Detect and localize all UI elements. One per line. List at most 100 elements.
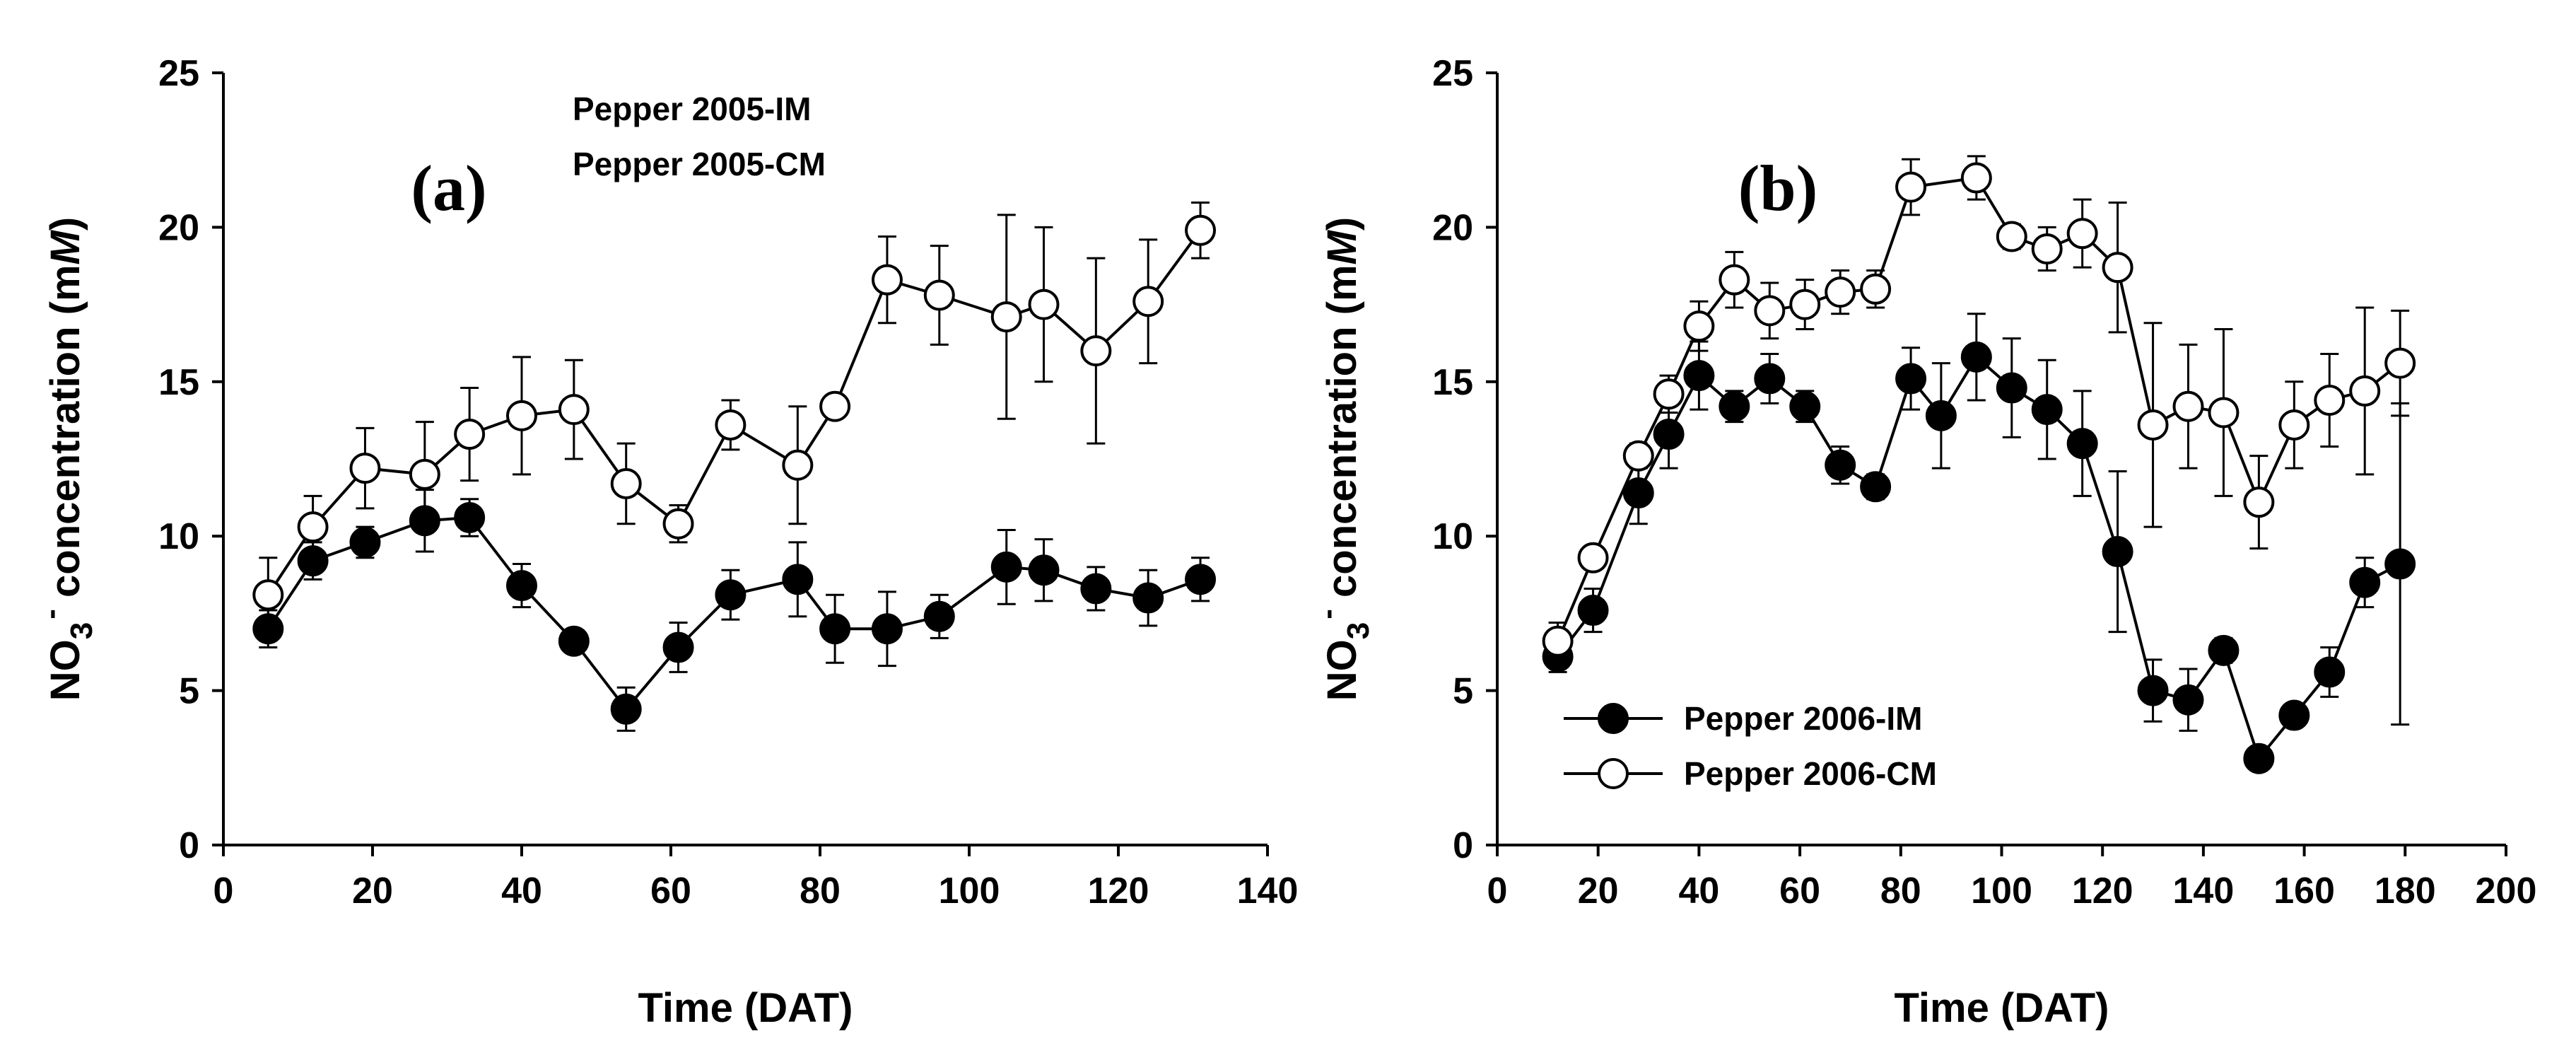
panel-a-series-cm [252, 201, 1217, 634]
panel-b-y-tick-label: 15 [1432, 362, 1473, 403]
panel-a-y-tick-label: 20 [158, 207, 199, 248]
panel-a-series-cm-point [1132, 286, 1164, 318]
panel-b-chart: 0 5 10 15 20 25 0 20 40 60 80 100 120 140 160 180 200 Tim… [1310, 53, 2536, 1031]
panel-b-series-cm-point [2384, 347, 2416, 379]
panel-b-series-cm-point [1895, 171, 1927, 203]
panel-a-series-im-point [1185, 564, 1217, 595]
panel-a-x-tick-label: 0 [213, 870, 234, 912]
panel-a-series-cm-point [715, 409, 747, 441]
panel-b-series-cm-point [1719, 264, 1750, 296]
panel-a-series-cm-point [923, 279, 955, 311]
panel-b-y-tick-label: 25 [1432, 53, 1473, 94]
panel-a-series-im-point [349, 526, 381, 558]
panel-b-series-cm-legend-marker [1598, 758, 1629, 789]
panel-b-series-im-point [2066, 428, 2098, 460]
panel-b-x-tick-label: 140 [2173, 870, 2235, 912]
panel-b-series-im-point [2102, 536, 2133, 568]
panel-b-y-tick-label: 0 [1453, 825, 1473, 866]
panel-b-series-im-point [2278, 699, 2310, 731]
panel-a-y-tick-label: 10 [158, 516, 199, 557]
panel-b-series-cm-point [2172, 390, 2204, 422]
panel-b-series-im-point [1825, 449, 1856, 481]
panel-a-x-tick-label: 40 [501, 870, 542, 912]
panel-b-series-cm-point [1825, 276, 1856, 308]
panel-a-series-im-point [715, 579, 747, 611]
panel-a-series-cm-point [662, 508, 694, 540]
panel-b-series-cm [1542, 155, 2416, 661]
panel-a-series-im-point [558, 625, 590, 657]
panel-b-series-im-legend-label: Pepper 2006-IM [1684, 700, 1922, 737]
panel-a-series-im-point [454, 501, 486, 533]
panel-b-y-axis-title: NO3- concentration (mM) [1310, 217, 1376, 701]
panel-a-x-tick-label: 60 [650, 870, 691, 912]
panel-a-series-im-point [819, 613, 851, 645]
panel-b-x-tick-label: 120 [2072, 870, 2133, 912]
panel-a-series-im-point [990, 551, 1022, 583]
panel-a-series-im-point [662, 631, 694, 663]
panel-b-series-im-point [1789, 390, 1821, 422]
panel-b-series-cm-point [1960, 162, 1992, 194]
panel-a-series-cm-point [252, 579, 284, 611]
panel-b-x-tick-label: 0 [1487, 870, 1508, 912]
panel-a-series-im-legend-label: Pepper 2005-IM [573, 91, 811, 127]
panel-b-series-im-point [1960, 341, 1992, 373]
panel-b-series-cm-point [2349, 375, 2381, 407]
panel-b-series-im-point [1719, 390, 1750, 422]
panel-b-series-cm-point [2102, 252, 2133, 284]
panel-b-series-cm-line [1556, 176, 2401, 642]
panel-b-series-cm-point [2208, 397, 2240, 429]
panel-b-series-im-point [2243, 742, 2275, 774]
panel-b-x-tick-label: 80 [1880, 870, 1921, 912]
panel-a-x-tick-label: 80 [800, 870, 841, 912]
panel-b-series-im-legend-marker [1598, 703, 1629, 734]
panel-b-series-cm-point [2243, 487, 2275, 518]
panel-a-series-im-point [871, 613, 903, 645]
panel-b-series-im-point [1683, 360, 1715, 392]
panel-a-series-cm-point [454, 419, 486, 450]
panel-b-series-im-point [2031, 394, 2063, 426]
panel-b-series-im-point [1622, 477, 1654, 509]
panel-b-y-tick-label: 20 [1432, 207, 1473, 248]
panel-b-series-cm-point [1754, 295, 1786, 327]
panel-a-series-im-point [506, 570, 537, 602]
panel-a-series-im-point [1028, 554, 1060, 586]
panel-a-series-cm-point [819, 390, 851, 422]
panel-b-series-im-point [1653, 419, 1685, 450]
panel-a-x-tick-label: 120 [1088, 870, 1149, 912]
panel-b-y-tick-label: 5 [1453, 671, 1473, 712]
panel-b-y-tick-label: 10 [1432, 516, 1473, 557]
panel-a-y-axis-title: NO3- concentration (mM) [33, 217, 99, 701]
panel-a-series-cm-point [349, 453, 381, 484]
panel-b-x-tick-label: 200 [2476, 870, 2537, 912]
panel-a-series-im-point [610, 693, 642, 725]
panel-a-series-im-point [1132, 582, 1164, 614]
panel-b-x-tick-label: 40 [1678, 870, 1719, 912]
panel-b-series-cm-point [1789, 289, 1821, 320]
panel-b-series-im-point [2349, 566, 2381, 598]
panel-b-series-im [1542, 313, 2416, 774]
panel-a-x-tick-label: 140 [1237, 870, 1299, 912]
panel-b-series-im-line [1557, 354, 2401, 762]
panel-b-series-im-point [2137, 675, 2169, 706]
panel-b-series-cm-point [1542, 625, 1574, 657]
panel-b-x-tick-label: 160 [2273, 870, 2335, 912]
panel-a-panel-label: (a) [411, 152, 486, 224]
panel-a-y-tick-label: 25 [158, 53, 199, 94]
panel-b-series-im-point [1925, 400, 1957, 431]
panel-b-x-tick-label: 20 [1578, 870, 1619, 912]
panel-a-series-cm-point [506, 400, 537, 431]
panel-a-series-im [252, 489, 1217, 732]
panel-a-series-im-point [1080, 573, 1112, 605]
panel-b-series-cm-point [1996, 221, 2027, 252]
panel-b-series-cm-point [2031, 233, 2063, 264]
panel-b-series-im-point [1754, 363, 1786, 395]
panel-a-series-cm-point [782, 449, 814, 481]
panel-a-series-cm-legend-label: Pepper 2005-CM [573, 146, 826, 182]
panel-b-series-cm-point [1622, 440, 1654, 472]
panel-b-x-tick-label: 100 [1971, 870, 2032, 912]
panel-a-series-cm-point [409, 458, 440, 490]
panel-b-series-cm-point [1577, 542, 1609, 573]
panel-b-series-cm-point [2314, 385, 2346, 417]
panel-a-y-tick-label: 5 [179, 671, 199, 712]
